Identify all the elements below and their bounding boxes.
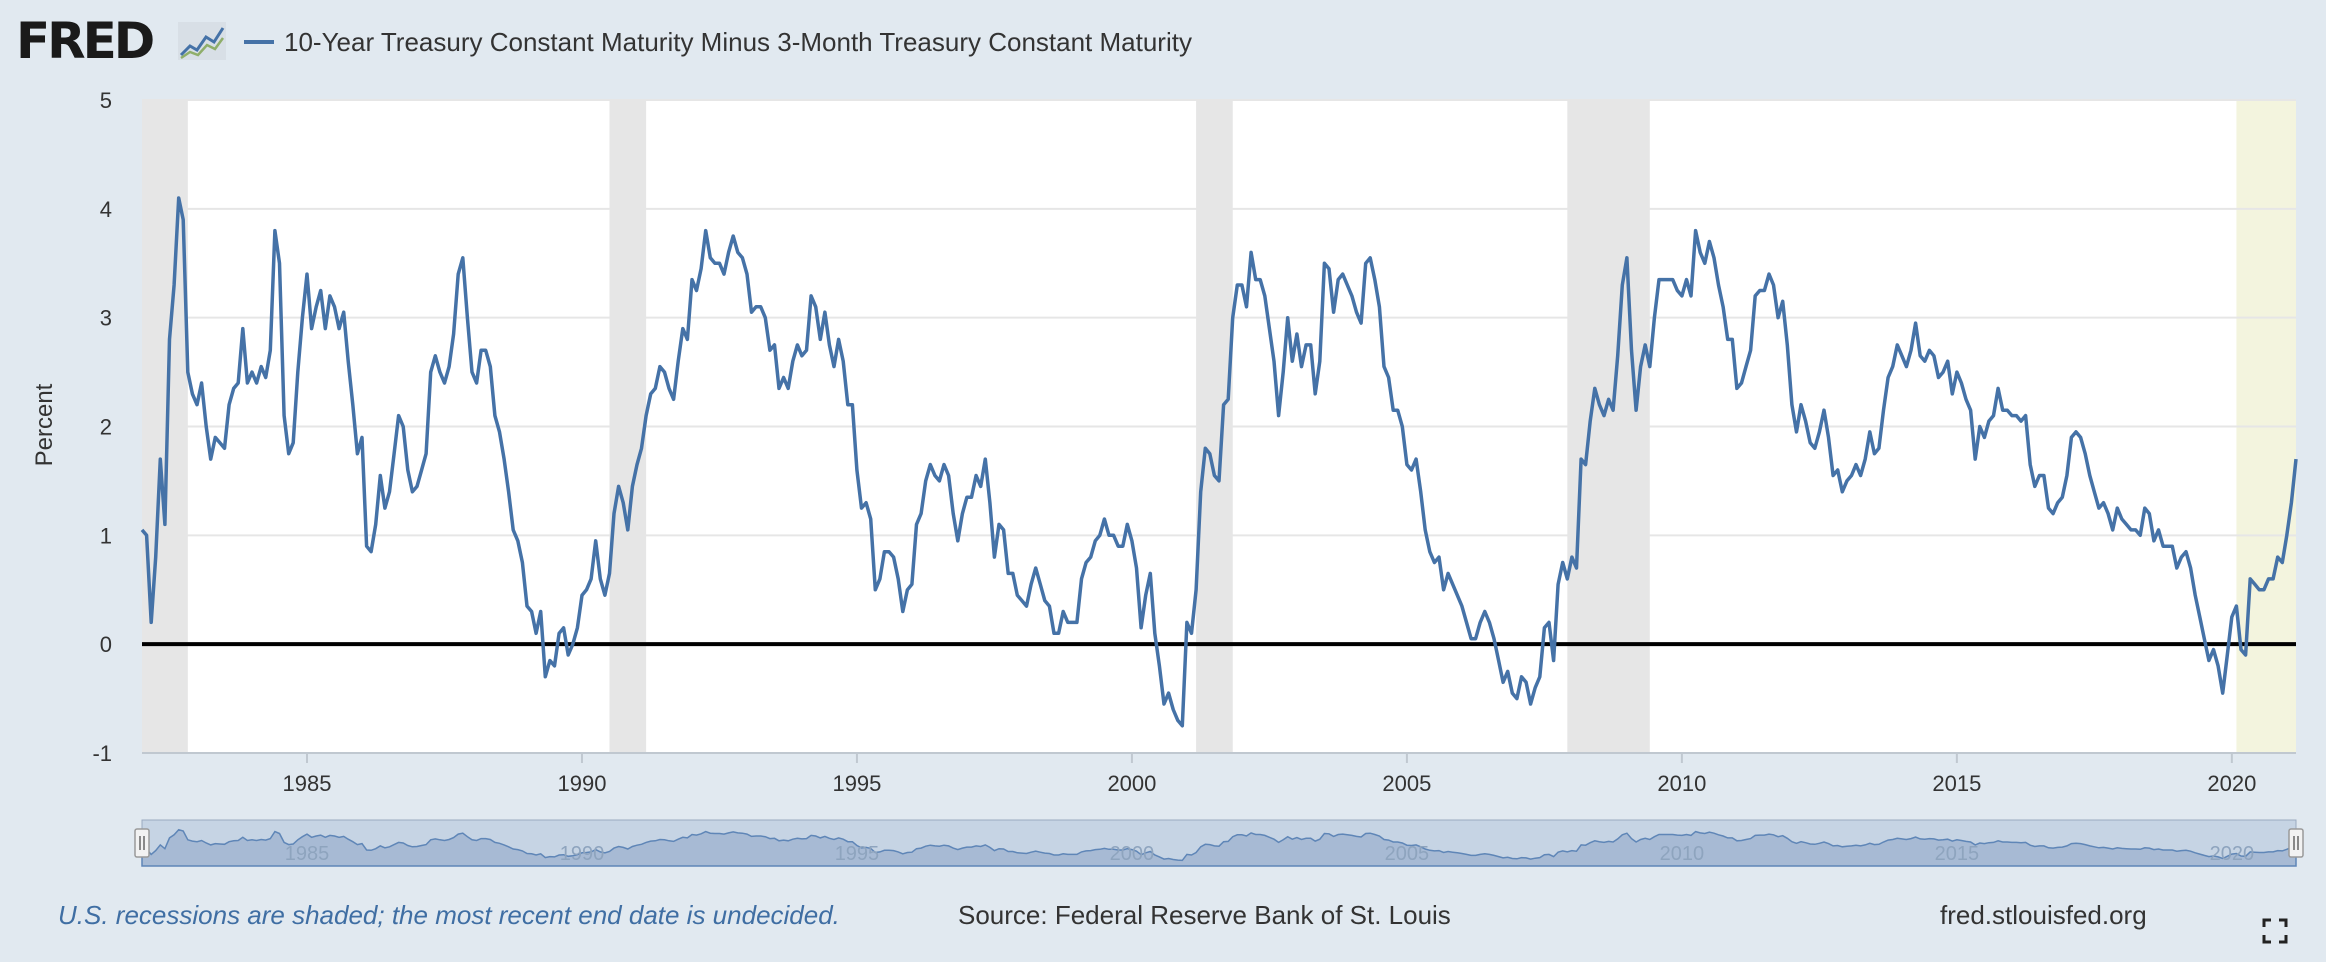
navigator-tick-label: 2005 — [1385, 843, 1430, 865]
fred-logo[interactable]: FRED — [16, 12, 155, 70]
chart-area: Percent 5 4 3 2 1 0 -1 1985 1990 1995 2000 2005 2010… — [31, 88, 2304, 867]
navigator-handle-grip — [2288, 828, 2304, 858]
navigator-handle-grip — [134, 828, 150, 858]
x-tick-label: 2015 — [1932, 771, 1981, 796]
fullscreen-icon[interactable] — [2262, 918, 2288, 944]
navigator-tick-label: 2015 — [1935, 843, 1980, 865]
x-tick-label: 2010 — [1657, 771, 1706, 796]
x-tick-label: 1985 — [283, 771, 332, 796]
y-axis-title: Percent — [31, 383, 58, 466]
x-tick-label: 1990 — [557, 771, 606, 796]
line-chart-icon — [178, 22, 226, 60]
source-text: Source: Federal Reserve Bank of St. Loui… — [958, 900, 1451, 930]
x-tick-label: 1995 — [832, 771, 881, 796]
navigator-tick-label: 1995 — [835, 843, 880, 865]
y-tick-label: 2 — [100, 415, 112, 440]
navigator-tick-label: 2000 — [1110, 843, 1155, 865]
y-tick-label: 5 — [100, 88, 112, 113]
navigator-tick-label: 1990 — [560, 843, 605, 865]
y-tick-label: 3 — [100, 306, 112, 331]
y-tick-label: 1 — [100, 523, 112, 548]
navigator-tick-label: 1985 — [285, 843, 330, 865]
navigator-series-area — [141, 828, 2297, 867]
navigator-tick-label: 2010 — [1660, 843, 1705, 865]
navigator-handle[interactable] — [134, 828, 150, 858]
x-tick-label: 2005 — [1382, 771, 1431, 796]
x-tick-label: 2000 — [1107, 771, 1156, 796]
legend-series-label: 10-Year Treasury Constant Maturity Minus… — [284, 27, 1192, 57]
navigator-tick-label: 2020 — [2210, 843, 2255, 865]
legend-swatch — [244, 40, 274, 44]
x-tick-label: 2020 — [2207, 771, 2256, 796]
y-tick-label: 4 — [100, 197, 112, 222]
series-line — [140, 196, 2298, 728]
fred-url-link[interactable]: fred.stlouisfed.org — [1940, 900, 2147, 930]
y-tick-label: 0 — [100, 632, 112, 657]
header: FRED 10-Year Treasury Constant Maturity … — [0, 0, 2326, 80]
y-tick-label: -1 — [92, 741, 112, 766]
recession-note: U.S. recessions are shaded; the most rec… — [58, 900, 840, 930]
navigator-handle[interactable] — [2288, 828, 2304, 858]
